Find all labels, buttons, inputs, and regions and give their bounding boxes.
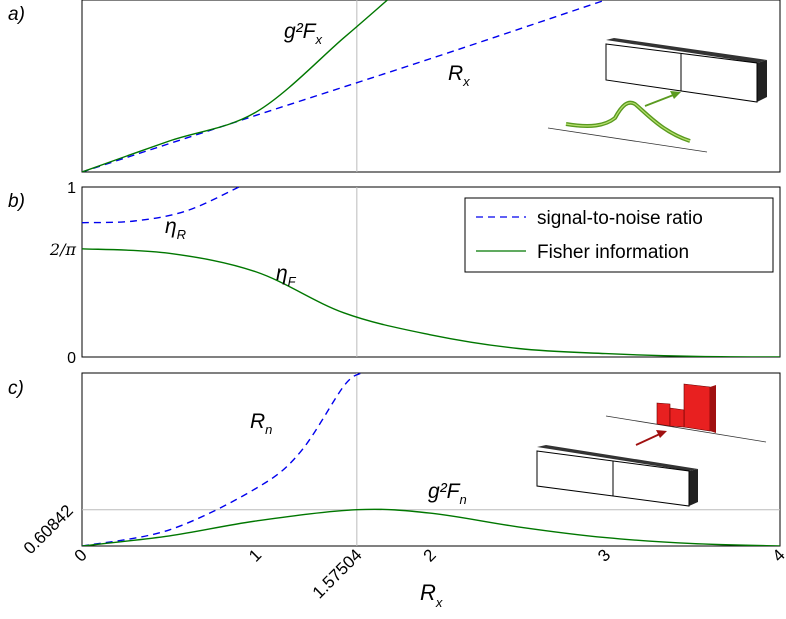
panel-b	[81, 186, 781, 358]
series-line-panel0-1	[82, 0, 388, 172]
panel-a	[81, 0, 781, 173]
series-layer	[82, 0, 780, 546]
panel-c-tag: c)	[8, 378, 24, 399]
detector-block-top	[606, 38, 767, 63]
inset-a-baseline	[547, 127, 708, 153]
x-tick-label-2: 1.57504	[309, 545, 366, 602]
inset-waveform-to-detector	[547, 38, 767, 153]
panel-c	[81, 372, 781, 547]
y-tick-label-b-0: 0	[67, 350, 76, 367]
detector-block-side	[757, 60, 767, 102]
detector-block-side-c	[689, 469, 698, 506]
series-line-panel2-1	[82, 508, 780, 546]
x-tick-label-3: 2	[420, 545, 440, 565]
inset-a-arrow-head	[670, 91, 681, 99]
series-label-panel1-1: ηF	[276, 262, 297, 289]
gaussian-wavepacket-inner	[565, 102, 691, 142]
panel-a-frame	[81, 0, 781, 173]
panel-c-frame	[81, 372, 781, 547]
series-line-panel2-0	[82, 373, 362, 546]
series-label-panel2-0: Rn	[250, 410, 272, 437]
series-label-panel0-0: Rx	[448, 62, 470, 89]
panel-b-frame	[81, 186, 781, 358]
histogram-bar-side	[710, 385, 716, 433]
legend-label-snr: signal-to-noise ratio	[537, 208, 703, 229]
panel-a-tag: a)	[8, 4, 25, 25]
y-tick-labels: 0 2/π 1 0.60842	[20, 180, 77, 558]
panel-b-tag: b)	[8, 191, 25, 212]
legend-box	[464, 197, 774, 273]
inset-c-arrow-head	[656, 430, 667, 438]
x-tick-label-0: 0	[71, 545, 91, 565]
y-tick-label-c-0: 0.60842	[20, 501, 77, 558]
inset-detector-to-histogram	[536, 383, 767, 507]
inset-c-arrow-shaft	[635, 432, 663, 446]
x-tick-label-5: 4	[769, 545, 786, 565]
series-label-panel2-1: g²Fn	[428, 480, 467, 507]
y-tick-label-b-2: 1	[67, 180, 76, 197]
legend: signal-to-noise ratio Fisher information	[464, 197, 774, 273]
series-label-panel0-1: g²Fx	[284, 20, 323, 47]
series-labels: Rx g²Fx ηR ηF Rn g²Fn	[165, 20, 470, 507]
series-label-panel1-0: ηR	[165, 215, 186, 242]
series-line-panel0-0	[82, 0, 606, 172]
histogram-bar-left	[656, 402, 671, 427]
x-axis-label: Rx	[420, 580, 443, 610]
gaussian-wavepacket	[565, 100, 691, 143]
inset-c-baseline	[605, 415, 767, 443]
legend-label-fisher: Fisher information	[537, 242, 689, 263]
x-tick-label-1: 1	[245, 545, 265, 565]
y-tick-label-b-1: 2/π	[49, 240, 77, 259]
inset-a-arrow-shaft	[644, 93, 677, 107]
histogram-bar-right	[683, 383, 711, 432]
histogram-bar-mid	[669, 407, 685, 428]
detector-block-top-c	[537, 445, 698, 471]
series-line-panel1-0	[82, 187, 240, 224]
series-line-panel1-1	[82, 248, 780, 357]
x-tick-label-4: 3	[594, 545, 614, 565]
